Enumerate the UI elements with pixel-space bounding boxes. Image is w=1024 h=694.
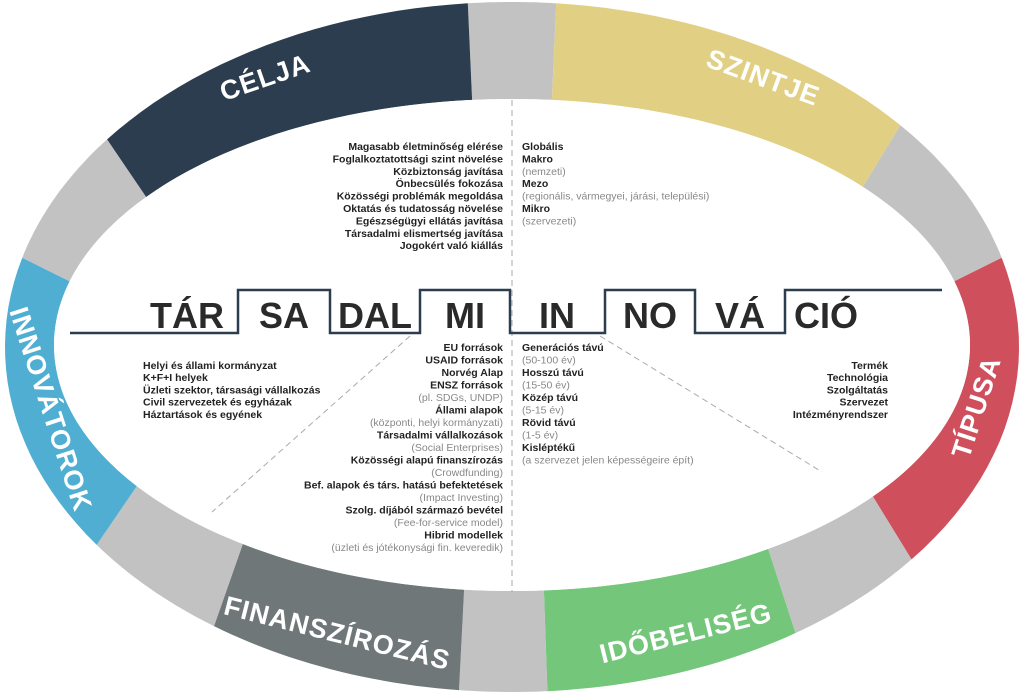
title: TÁR SA DAL MI IN NO VÁ CIÓ xyxy=(150,294,858,336)
idobeliseg-list-item: Generációs távú xyxy=(522,342,604,354)
szintje-list-item: (regionális, vármegyei, járási, települé… xyxy=(522,191,709,203)
celja-list-item: Közösségi problémák megoldása xyxy=(337,191,503,203)
connector xyxy=(467,2,557,100)
idobeliseg-list-item: (1-5 év) xyxy=(522,430,558,442)
title-syllable: VÁ xyxy=(715,295,765,336)
connector xyxy=(459,589,548,692)
finanszirozas-list-item: (üzleti és jótékonysági fin. keveredik) xyxy=(331,542,503,554)
segment-finanszirozas xyxy=(214,544,465,691)
innovatorok-list-item: Helyi és állami kormányzat xyxy=(143,360,277,372)
idobeliseg-list-item: Közép távú xyxy=(522,392,578,404)
finanszirozas-list-item: (Fee-for-service model) xyxy=(394,517,503,529)
szintje-list-item: Mikro xyxy=(522,203,550,215)
idobeliseg-list-item: (50-100 év) xyxy=(522,355,576,367)
segment-szintje xyxy=(551,3,901,187)
finanszirozas-list-item: Állami alapok xyxy=(435,404,503,417)
finanszirozas-list-item: (pl. SDGs, UNDP) xyxy=(418,392,503,404)
idobeliseg-list-item: Kisléptékű xyxy=(522,442,575,454)
connector xyxy=(862,125,1002,282)
finanszirozas-list-item: Hibrid modellek xyxy=(424,530,503,542)
title-syllable: NO xyxy=(623,295,677,336)
ring xyxy=(5,2,1019,692)
celja-list-item: Egészségügyi ellátás javítása xyxy=(356,215,503,227)
szintje-list-item: (nemzeti) xyxy=(522,166,566,178)
title-syllable: IN xyxy=(539,295,575,336)
title-syllable: TÁR xyxy=(150,295,224,336)
idobeliseg-list-item: Hosszú távú xyxy=(522,367,584,379)
finanszirozas-list-item: ENSZ források xyxy=(430,380,503,392)
connector xyxy=(768,496,912,633)
segment-celja xyxy=(107,3,473,197)
tipusa-list-item: Termék xyxy=(851,360,888,372)
divider-left xyxy=(211,335,411,513)
celja-list-item: Oktatás és tudatosság növelése xyxy=(343,203,503,215)
finanszirozas-list-item: Bef. alapok és társ. hatású befektetések xyxy=(304,480,503,492)
celja-list-item: Foglalkoztatottsági szint növelése xyxy=(333,153,504,165)
title-syllable: MI xyxy=(445,295,485,336)
title-step-line xyxy=(70,288,942,335)
finanszirozas-list-item: (Social Enterprises) xyxy=(411,442,503,454)
innovatorok-list-item: K+F+I helyek xyxy=(143,372,208,384)
celja-list-item: Önbecsülés fokozása xyxy=(396,177,504,190)
finanszirozas-list-item: (Crowdfunding) xyxy=(431,467,503,479)
tipusa-list-item: Intézményrendszer xyxy=(793,409,888,421)
connector xyxy=(96,486,243,627)
segment-innovatorok xyxy=(5,257,137,545)
segment-tipusa xyxy=(872,257,1019,560)
title-syllable: CIÓ xyxy=(794,294,858,336)
szintje-list-item: Makro xyxy=(522,153,553,165)
finanszirozas-list-item: Szolg. díjából származó bevétel xyxy=(345,505,503,517)
lists: Magasabb életminőség eléréseFoglalkoztat… xyxy=(143,141,888,554)
szintje-list-item: Mezo xyxy=(522,178,548,190)
innovatorok-list-item: Háztartások és egyének xyxy=(143,409,262,421)
connector xyxy=(22,139,147,282)
celja-list-item: Közbiztonság javítása xyxy=(393,166,503,178)
szintje-list-item: (szervezeti) xyxy=(522,215,576,227)
title-syllable: SA xyxy=(259,295,309,336)
finanszirozas-list-item: Norvég Alap xyxy=(442,367,503,379)
idobeliseg-list-item: (a szervezet jelen képességeire épít) xyxy=(522,455,694,467)
finanszirozas-list-item: Társadalmi vállalkozások xyxy=(377,430,503,442)
divider-right xyxy=(599,335,823,473)
celja-list-item: Társadalmi elismertség javítása xyxy=(345,228,503,240)
szintje-list-item: Globális xyxy=(522,141,564,153)
innovatorok-list-item: Üzleti szektor, társasági vállalkozás xyxy=(143,383,321,396)
finanszirozas-list-item: (központi, helyi kormányzati) xyxy=(370,417,503,429)
idobeliseg-list-item: (5-15 év) xyxy=(522,405,564,417)
segment-idobeliseg xyxy=(543,548,796,692)
tipusa-list-item: Szervezet xyxy=(840,397,889,409)
celja-list-item: Magasabb életminőség elérése xyxy=(348,141,503,153)
tipusa-list-item: Szolgáltatás xyxy=(827,384,888,396)
dividers xyxy=(211,100,823,592)
innovatorok-list-item: Civil szervezetek és egyházak xyxy=(143,397,292,409)
idobeliseg-list-item: Rövid távú xyxy=(522,417,576,429)
title-syllable: DAL xyxy=(338,295,412,336)
finanszirozas-list-item: USAID források xyxy=(425,355,503,367)
finanszirozas-list-item: EU források xyxy=(443,342,503,354)
idobeliseg-list-item: (15-50 év) xyxy=(522,380,570,392)
tipusa-list-item: Technológia xyxy=(827,372,888,384)
finanszirozas-list-item: (Impact Investing) xyxy=(420,492,503,504)
finanszirozas-list-item: Közösségi alapú finanszírozás xyxy=(351,455,503,467)
celja-list-item: Jogokért való kiállás xyxy=(400,240,503,252)
